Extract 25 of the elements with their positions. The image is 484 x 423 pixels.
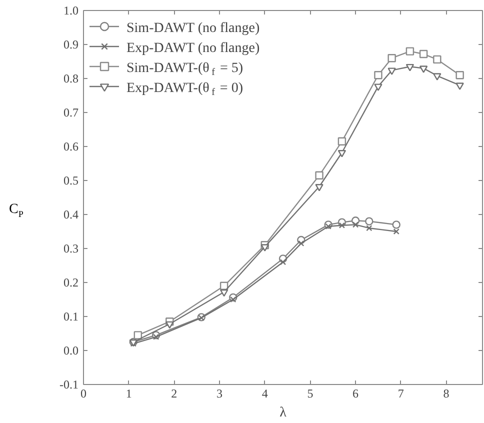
y-tick-label: 0.4 xyxy=(64,208,78,222)
x-tick-label: 7 xyxy=(398,386,404,400)
y-tick-label: 0.9 xyxy=(64,38,78,52)
y-tick-label: 0.6 xyxy=(64,140,78,154)
y-tick-label: -0.1 xyxy=(60,378,79,392)
x-tick-label: 5 xyxy=(307,386,314,400)
x-tick-label: 2 xyxy=(171,386,178,400)
y-tick-label: 0.3 xyxy=(64,242,78,256)
y-axis-title: C$_{P}$ xyxy=(9,201,24,221)
x-tick-label: 0 xyxy=(80,386,86,400)
y-tick-label: 0.2 xyxy=(64,276,78,290)
y-tick-label: 0.0 xyxy=(64,344,78,358)
y-tick-label: 0.1 xyxy=(64,310,78,324)
x-tick-label: 4 xyxy=(262,386,268,400)
x-tick-label: 3 xyxy=(216,386,223,400)
x-axis-title: λ xyxy=(280,406,287,420)
y-tick-label: 0.8 xyxy=(64,72,78,86)
x-tick-label: 8 xyxy=(443,386,450,400)
x-tick-label: 6 xyxy=(352,386,359,400)
legend-label: Exp-DAWT (no flange) xyxy=(126,41,260,56)
y-tick-label: 0.7 xyxy=(64,106,78,120)
legend-label: Sim-DAWT (no flange) xyxy=(126,21,260,36)
x-tick-label: 1 xyxy=(126,386,132,400)
y-tick-label: 0.5 xyxy=(64,174,78,188)
y-tick-label: 1.0 xyxy=(64,4,78,18)
